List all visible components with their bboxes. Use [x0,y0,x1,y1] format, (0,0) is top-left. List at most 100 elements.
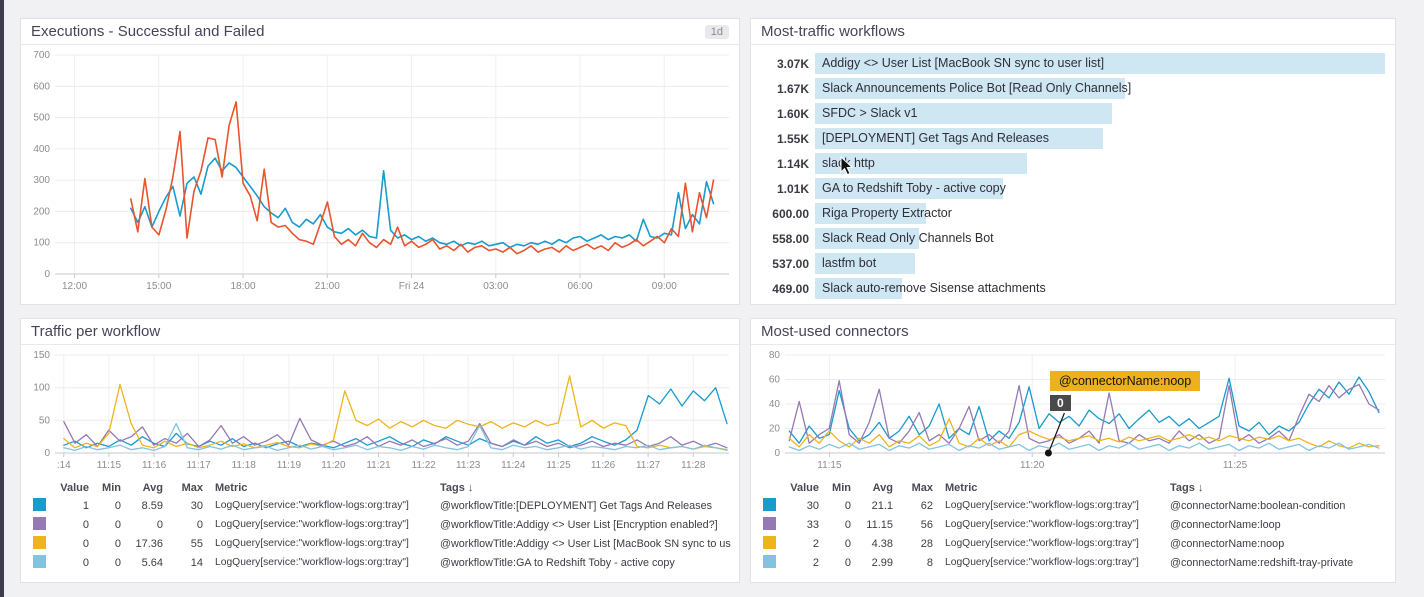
legend-value: 0 [53,557,99,569]
series-color-swatch [763,517,776,530]
chart-tooltip-value: 0 [1050,395,1071,411]
legend-row[interactable]: 0017.3655LogQuery[service:"workflow-logs… [29,534,731,553]
connectors-legend-table: ValueMinAvgMaxMetricTags ↓ 30021.162LogQu… [751,479,1395,572]
legend-metric: LogQuery[service:"workflow-logs:org:tray… [943,500,1168,511]
series-color-swatch [33,517,46,530]
legend-header-cell[interactable]: Metric [213,482,438,494]
chart-canvas[interactable]: 11:1511:2011:25020406080 [751,345,1395,479]
legend-row[interactable]: 33011.1556LogQuery[service:"workflow-log… [759,515,1387,534]
chart-canvas[interactable]: 12:0015:0018:0021:00Fri 2403:0006:0009:0… [21,45,739,300]
svg-text:11:25: 11:25 [1223,460,1248,471]
workflow-bar-track: Slack Read Only Channels Bot [815,228,1385,249]
workflow-label: [DEPLOYMENT] Get Tags And Releases [815,128,1049,149]
workflow-label: lastfm bot [815,253,876,274]
svg-text:11:27: 11:27 [636,460,661,471]
svg-text:11:19: 11:19 [277,460,302,471]
legend-min: 0 [99,519,131,531]
legend-row[interactable]: 108.5930LogQuery[service:"workflow-logs:… [29,496,731,515]
svg-text:40: 40 [769,399,781,410]
workflow-bar-row[interactable]: 1.60K SFDC > Slack v1 [757,101,1385,126]
workflow-bar-row[interactable]: 469.00Slack auto-remove Sisense attachme… [757,276,1385,301]
legend-metric: LogQuery[service:"workflow-logs:org:tray… [213,500,438,511]
workflow-value: 1.55K [757,132,809,146]
legend-metric: LogQuery[service:"workflow-logs:org:tray… [213,557,438,568]
workflow-value: 558.00 [757,232,809,246]
legend-header-tags-sort[interactable]: Tags ↓ [438,482,731,494]
workflow-label: Slack auto-remove Sisense attachments [815,278,1046,299]
svg-text::14: :14 [57,460,71,471]
legend-avg: 8.59 [131,500,173,512]
legend-tags: @connectorName:noop [1168,538,1387,550]
chart-tooltip-label: @connectorName:noop [1050,371,1200,391]
svg-text:11:22: 11:22 [412,460,437,471]
legend-row[interactable]: 005.6414LogQuery[service:"workflow-logs:… [29,553,731,572]
workflow-bar-track: lastfm bot [815,253,1385,274]
legend-avg: 21.1 [861,500,903,512]
svg-text:80: 80 [769,350,781,361]
legend-max: 62 [903,500,943,512]
timeframe-badge[interactable]: 1d [705,25,729,39]
workflow-bar-track: slack http [815,153,1385,174]
workflow-value: 600.00 [757,207,809,221]
workflow-bar-row[interactable]: 1.01KGA to Redshift Toby - active copy [757,176,1385,201]
series-color-swatch [763,536,776,549]
panel-title-executions: Executions - Successful and Failed [31,23,264,40]
legend-header-cell: Avg [131,482,173,494]
connectors-chart[interactable]: 11:1511:2011:25020406080 @connectorName:… [751,345,1395,479]
legend-value: 2 [783,538,829,550]
panel-traffic-per-workflow: Traffic per workflow :1411:1511:1611:171… [20,318,740,583]
legend-row[interactable]: 202.998LogQuery[service:"workflow-logs:o… [759,553,1387,572]
legend-header-cell: Avg [861,482,903,494]
panel-connectors-header: Most-used connectors [751,319,1395,345]
legend-tags: @connectorName:loop [1168,519,1387,531]
workflow-bar-track: SFDC > Slack v1 [815,103,1385,124]
series-color-swatch [763,498,776,511]
legend-row[interactable]: 30021.162LogQuery[service:"workflow-logs… [759,496,1387,515]
chart-canvas[interactable]: :1411:1511:1611:1711:1811:1911:2011:2111… [21,345,739,479]
legend-metric: LogQuery[service:"workflow-logs:org:tray… [213,519,438,530]
legend-header-cell: Value [783,482,829,494]
workflow-bar-row[interactable]: 600.00Riga Property Extractor [757,201,1385,226]
mouse-cursor-icon [840,156,854,176]
workflow-bar-row[interactable]: 1.67KSlack Announcements Police Bot [Rea… [757,76,1385,101]
svg-text:200: 200 [33,206,50,217]
legend-max: 0 [173,519,213,531]
traffic-chart[interactable]: :1411:1511:1611:1711:1811:1911:2011:2111… [21,345,739,479]
legend-header-cell: Min [829,482,861,494]
workflow-bar-track: Slack auto-remove Sisense attachments [815,278,1385,299]
legend-row[interactable]: 0000LogQuery[service:"workflow-logs:org:… [29,515,731,534]
workflow-bar-row[interactable]: 558.00 Slack Read Only Channels Bot [757,226,1385,251]
legend-header-cell: Min [99,482,131,494]
svg-text:11:28: 11:28 [681,460,706,471]
panel-title-traffic: Traffic per workflow [31,323,160,340]
panel-most-used-connectors: Most-used connectors 11:1511:2011:250204… [750,318,1396,583]
legend-header-cell: Max [903,482,943,494]
legend-max: 55 [173,538,213,550]
legend-min: 0 [99,500,131,512]
workflow-value: 1.60K [757,107,809,121]
svg-text:100: 100 [33,238,50,249]
workflow-bar-row[interactable]: 537.00 lastfm bot [757,251,1385,276]
legend-header-cell[interactable]: Metric [943,482,1168,494]
executions-chart[interactable]: 12:0015:0018:0021:00Fri 2403:0006:0009:0… [21,45,739,300]
legend-avg: 5.64 [131,557,173,569]
svg-text:06:00: 06:00 [567,281,592,292]
series-color-swatch [33,555,46,568]
legend-value: 0 [53,538,99,550]
svg-text:400: 400 [33,144,50,155]
svg-text:21:00: 21:00 [315,281,340,292]
workflow-bar-track: GA to Redshift Toby - active copy [815,178,1385,199]
workflow-label: Addigy <> User List [MacBook SN sync to … [815,53,1104,74]
workflow-value: 537.00 [757,257,809,271]
legend-header-tags-sort[interactable]: Tags ↓ [1168,482,1387,494]
legend-row[interactable]: 204.3828LogQuery[service:"workflow-logs:… [759,534,1387,553]
legend-avg: 0 [131,519,173,531]
workflow-bar-track: Addigy <> User List [MacBook SN sync to … [815,53,1385,74]
legend-metric: LogQuery[service:"workflow-logs:org:tray… [943,538,1168,549]
workflow-bar-row[interactable]: 1.55K [DEPLOYMENT] Get Tags And Releases [757,126,1385,151]
workflow-bar-track: [DEPLOYMENT] Get Tags And Releases [815,128,1385,149]
legend-value: 1 [53,500,99,512]
workflow-bar-row[interactable]: 3.07KAddigy <> User List [MacBook SN syn… [757,51,1385,76]
legend-tags: @connectorName:redshift-tray-private [1168,557,1387,569]
svg-text:11:18: 11:18 [232,460,257,471]
